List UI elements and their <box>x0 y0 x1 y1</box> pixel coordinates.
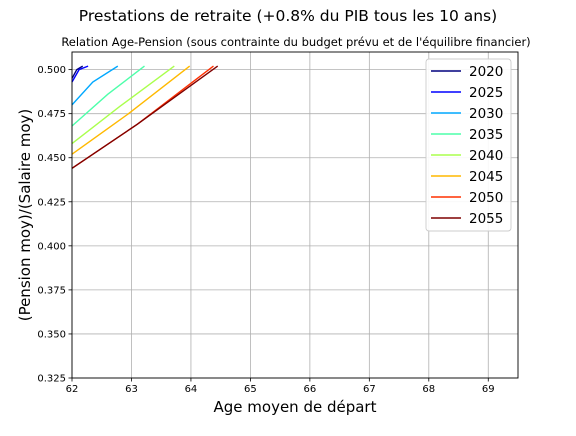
x-ticks: 62 63 64 65 66 67 68 69 <box>66 378 495 395</box>
legend-label-2025: 2025 <box>469 85 503 101</box>
series-line-2035 <box>71 65 145 127</box>
legend-label-2030: 2030 <box>469 106 503 122</box>
series-line-2040 <box>71 65 175 145</box>
x-axis-label: Age moyen de départ <box>214 398 377 416</box>
y-ticks: 0.325 0.350 0.375 0.400 0.425 0.450 0.475 0.500 <box>37 65 72 385</box>
y-tick-label: 0.325 <box>37 374 66 385</box>
x-tick-label: 68 <box>422 384 435 395</box>
y-axis-label: (Pension moy)/(Salaire moy) <box>16 109 34 322</box>
legend-label-2045: 2045 <box>469 169 503 185</box>
legend-frame <box>425 58 512 232</box>
y-tick-label: 0.450 <box>37 153 66 164</box>
x-tick-label: 67 <box>363 384 376 395</box>
y-tick-label: 0.500 <box>37 65 66 76</box>
legend: 2020 2025 2030 2035 2040 2045 2050 2055 <box>425 58 512 232</box>
series-line-2020 <box>71 65 84 79</box>
x-tick-label: 66 <box>303 384 316 395</box>
legend-label-2020: 2020 <box>469 64 503 80</box>
y-tick-label: 0.475 <box>37 109 66 120</box>
y-tick-label: 0.425 <box>37 197 66 208</box>
series-line-2030 <box>71 65 119 106</box>
x-tick-label: 64 <box>185 384 198 395</box>
series-lines <box>71 65 219 169</box>
legend-label-2035: 2035 <box>469 127 503 143</box>
chart-title: Prestations de retraite (+0.8% du PIB to… <box>79 7 497 25</box>
x-tick-label: 69 <box>482 384 495 395</box>
legend-label-2040: 2040 <box>469 148 503 164</box>
plot-frame <box>71 51 519 379</box>
y-tick-label: 0.400 <box>37 241 66 252</box>
series-line-2055 <box>71 65 219 169</box>
chart-subtitle: Relation Age-Pension (sous contrainte du… <box>61 35 530 49</box>
series-line-2025 <box>71 65 89 83</box>
legend-label-2055: 2055 <box>469 211 503 227</box>
x-tick-label: 63 <box>125 384 138 395</box>
y-tick-label: 0.375 <box>37 285 66 296</box>
legend-label-2050: 2050 <box>469 190 503 206</box>
series-line-2045 <box>71 65 191 155</box>
x-tick-label: 62 <box>66 384 79 395</box>
y-tick-label: 0.350 <box>37 329 66 340</box>
x-tick-label: 65 <box>244 384 257 395</box>
